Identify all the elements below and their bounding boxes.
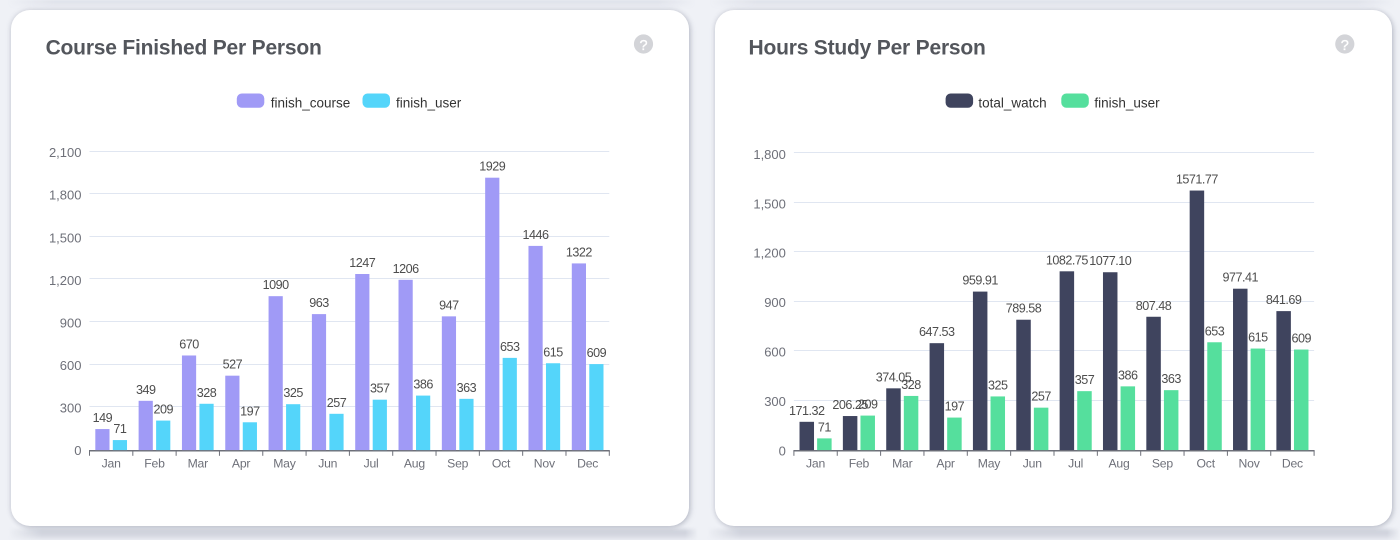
svg-text:Jan: Jan [101, 456, 120, 470]
svg-text:374.05: 374.05 [876, 370, 912, 384]
svg-text:963: 963 [309, 296, 329, 310]
svg-text:527: 527 [222, 358, 242, 372]
svg-text:Nov: Nov [1239, 456, 1261, 470]
svg-text:959.91: 959.91 [962, 274, 998, 288]
svg-text:615: 615 [543, 345, 563, 359]
svg-text:300: 300 [59, 400, 81, 415]
svg-text:197: 197 [945, 400, 965, 414]
svg-text:Feb: Feb [849, 456, 870, 470]
svg-text:total_watch: total_watch [978, 95, 1046, 110]
svg-text:325: 325 [283, 386, 303, 400]
svg-text:Course Finished Per Person: Course Finished Per Person [45, 37, 321, 60]
svg-text:670: 670 [179, 337, 199, 351]
svg-text:Jan: Jan [806, 456, 825, 470]
svg-text:900: 900 [764, 295, 786, 310]
svg-text:Oct: Oct [491, 456, 510, 470]
svg-text:1,500: 1,500 [48, 230, 81, 245]
svg-text:0: 0 [74, 443, 81, 458]
svg-text:977.41: 977.41 [1223, 271, 1259, 285]
svg-text:363: 363 [1161, 372, 1181, 386]
svg-text:finish_course: finish_course [270, 95, 350, 110]
svg-text:257: 257 [326, 396, 346, 410]
svg-text:71: 71 [113, 422, 127, 436]
svg-text:1446: 1446 [522, 228, 549, 242]
svg-text:May: May [273, 456, 297, 470]
svg-text:300: 300 [764, 394, 786, 409]
svg-text:Sep: Sep [1152, 456, 1174, 470]
svg-text:Jun: Jun [1023, 456, 1042, 470]
svg-text:171.32: 171.32 [789, 404, 825, 418]
svg-text:149: 149 [92, 411, 112, 425]
svg-text:357: 357 [370, 382, 390, 396]
svg-text:Oct: Oct [1197, 456, 1216, 470]
svg-text:1,200: 1,200 [753, 246, 786, 261]
svg-text:1082.75: 1082.75 [1046, 253, 1089, 267]
svg-text:1,800: 1,800 [48, 188, 81, 203]
svg-text:209: 209 [858, 398, 878, 412]
svg-text:Dec: Dec [577, 456, 598, 470]
svg-text:600: 600 [764, 345, 786, 360]
svg-text:0: 0 [779, 444, 786, 459]
svg-text:653: 653 [1205, 324, 1225, 338]
svg-text:257: 257 [1031, 390, 1051, 404]
svg-text:209: 209 [153, 403, 173, 417]
svg-text:Feb: Feb [144, 456, 165, 470]
svg-text:1090: 1090 [262, 278, 289, 292]
svg-text:1,500: 1,500 [753, 196, 786, 211]
svg-text:197: 197 [240, 404, 260, 418]
svg-text:1077.10: 1077.10 [1089, 254, 1132, 268]
svg-text:325: 325 [988, 378, 1008, 392]
svg-text:328: 328 [196, 386, 216, 400]
svg-text:1929: 1929 [479, 160, 506, 174]
svg-text:71: 71 [818, 420, 832, 434]
svg-text:789.58: 789.58 [1006, 302, 1042, 316]
svg-text:Mar: Mar [187, 456, 208, 470]
svg-text:Apr: Apr [231, 456, 250, 470]
svg-text:1,200: 1,200 [48, 273, 81, 288]
svg-text:1322: 1322 [565, 245, 592, 259]
svg-text:647.53: 647.53 [919, 325, 955, 339]
svg-text:1247: 1247 [349, 256, 376, 270]
svg-text:1206: 1206 [392, 262, 419, 276]
svg-text:386: 386 [1118, 368, 1138, 382]
svg-text:Jun: Jun [318, 456, 337, 470]
svg-text:Dec: Dec [1282, 456, 1303, 470]
svg-text:609: 609 [1291, 332, 1311, 346]
svg-text:Apr: Apr [936, 456, 955, 470]
svg-text:653: 653 [500, 340, 520, 354]
svg-text:Mar: Mar [892, 456, 913, 470]
svg-text:Nov: Nov [533, 456, 555, 470]
svg-text:615: 615 [1248, 331, 1268, 345]
svg-text:947: 947 [439, 298, 459, 312]
svg-text:finish_user: finish_user [1094, 95, 1160, 110]
svg-text:finish_user: finish_user [396, 95, 462, 110]
svg-text:Hours Study Per Person: Hours Study Per Person [749, 37, 986, 60]
svg-text:363: 363 [456, 381, 476, 395]
svg-text:1,800: 1,800 [753, 147, 786, 162]
svg-text:Sep: Sep [447, 456, 469, 470]
svg-text:Aug: Aug [1108, 456, 1129, 470]
svg-text:600: 600 [59, 358, 81, 373]
svg-text:May: May [978, 456, 1002, 470]
svg-text:?: ? [1341, 38, 1349, 54]
svg-text:Jul: Jul [363, 456, 378, 470]
svg-text:357: 357 [1075, 373, 1095, 387]
svg-text:807.48: 807.48 [1136, 299, 1172, 313]
svg-text:328: 328 [901, 378, 921, 392]
svg-text:206.25: 206.25 [832, 398, 868, 412]
svg-text:900: 900 [59, 315, 81, 330]
svg-text:609: 609 [586, 346, 606, 360]
svg-text:386: 386 [413, 378, 433, 392]
svg-text:841.69: 841.69 [1266, 293, 1302, 307]
svg-text:Jul: Jul [1068, 456, 1083, 470]
svg-text:349: 349 [135, 383, 155, 397]
svg-text:Aug: Aug [403, 456, 424, 470]
svg-text:?: ? [639, 38, 647, 54]
svg-text:1571.77: 1571.77 [1176, 173, 1219, 187]
svg-text:2,100: 2,100 [48, 145, 81, 160]
